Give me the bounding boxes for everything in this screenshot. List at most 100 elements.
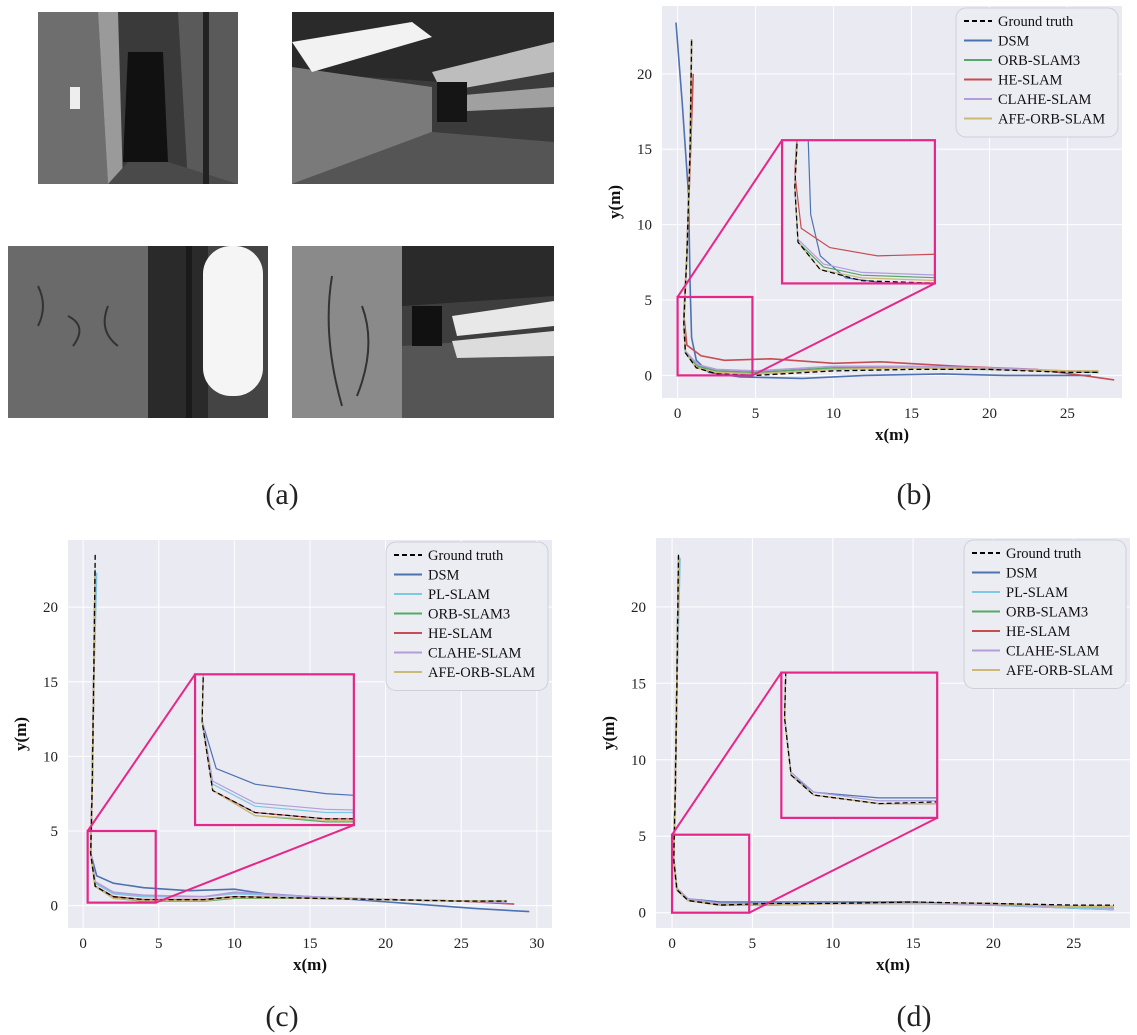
y-tick-label: 5 xyxy=(645,293,653,309)
trajectory-chart-b: 0 5 10 15 20 25 0 5 10 15 20 x(m) y(m) Ground truth DS… xyxy=(605,6,1122,444)
panel-label-b: (b) xyxy=(896,478,932,511)
x-tick-label: 15 xyxy=(303,936,318,952)
y-tick-label: 5 xyxy=(51,824,59,840)
inset-line-ground-truth xyxy=(201,674,354,820)
legend-label: ORB-SLAM3 xyxy=(428,607,510,623)
y-tick-label: 20 xyxy=(637,67,652,83)
inset-line-he-slam xyxy=(794,140,935,257)
x-tick-label: 20 xyxy=(982,406,997,422)
zoom-inset-background xyxy=(781,672,938,818)
zoom-connector xyxy=(748,816,938,914)
y-tick-label: 15 xyxy=(637,142,652,158)
inset-line-orb-slam3 xyxy=(201,674,354,823)
legend-label: ORB-SLAM3 xyxy=(998,53,1080,69)
x-tick-label: 0 xyxy=(674,406,682,422)
inset-line-orb-slam3 xyxy=(794,140,935,279)
legend-label: AFE-ORB-SLAM xyxy=(428,665,535,681)
x-tick-label: 25 xyxy=(454,936,469,952)
zoom-inset-background xyxy=(195,674,354,826)
legend-label: CLAHE-SLAM xyxy=(428,646,522,662)
legend-label: DSM xyxy=(998,34,1030,50)
legend-label: PL-SLAM xyxy=(1006,585,1068,601)
y-tick-label: 10 xyxy=(637,218,652,234)
legend-label: Ground truth xyxy=(998,14,1074,30)
legend-box xyxy=(385,541,549,691)
legend-label: Ground truth xyxy=(1006,546,1082,562)
x-tick-label: 15 xyxy=(906,936,921,952)
y-axis-label: y(m) xyxy=(599,716,618,750)
x-tick-label: 5 xyxy=(752,406,760,422)
y-tick-label: 20 xyxy=(631,600,646,616)
zoom-inset xyxy=(794,140,935,284)
corridor-photo-1 xyxy=(38,12,238,184)
y-tick-label: 15 xyxy=(43,675,58,691)
x-tick-label: 10 xyxy=(825,936,840,952)
zoom-connector xyxy=(671,672,783,836)
legend-label: DSM xyxy=(428,568,460,584)
legend-label: ORB-SLAM3 xyxy=(1006,605,1088,621)
zoom-connector xyxy=(155,824,355,904)
x-tick-label: 5 xyxy=(155,936,163,952)
corridor-photo-4 xyxy=(292,246,554,418)
y-tick-label: 10 xyxy=(43,749,58,765)
y-tick-label: 5 xyxy=(639,829,647,845)
x-tick-label: 20 xyxy=(986,936,1001,952)
y-tick-label: 0 xyxy=(51,899,59,915)
x-tick-label: 25 xyxy=(1066,936,1081,952)
x-tick-label: 0 xyxy=(79,936,87,952)
inset-line-clahe-slam xyxy=(201,674,354,811)
legend-label: HE-SLAM xyxy=(998,73,1063,89)
y-tick-label: 20 xyxy=(43,600,58,616)
legend-label: AFE-ORB-SLAM xyxy=(998,112,1105,128)
x-tick-label: 10 xyxy=(826,406,841,422)
trajectory-chart-d: 0 5 10 15 20 25 0 5 10 15 20 x(m) y(m) Ground truth DS… xyxy=(599,538,1130,974)
legend-box xyxy=(955,7,1119,138)
legend-box xyxy=(963,539,1127,689)
inset-line-clahe-slam xyxy=(783,672,938,802)
zoom-target-box xyxy=(780,139,936,285)
panel-label-d: (d) xyxy=(896,1000,932,1033)
zoom-inset-background xyxy=(782,140,935,284)
series-line-ground-truth xyxy=(683,40,1099,377)
zoom-connector xyxy=(751,282,936,377)
legend-label: AFE-ORB-SLAM xyxy=(1006,663,1113,679)
inset-line-dsm xyxy=(783,672,938,799)
y-tick-label: 10 xyxy=(631,753,646,769)
zoom-inset xyxy=(783,672,938,805)
legend-label: HE-SLAM xyxy=(428,626,493,642)
legend-label: HE-SLAM xyxy=(1006,624,1071,640)
x-tick-label: 15 xyxy=(904,406,919,422)
zoom-source-box xyxy=(670,833,751,914)
series-line-ground-truth xyxy=(673,554,1114,906)
inset-line-afe-orb-slam xyxy=(201,674,354,821)
x-axis-label: x(m) xyxy=(293,955,327,974)
inset-line-afe-orb-slam xyxy=(794,140,935,282)
zoom-source-box xyxy=(86,829,157,904)
x-tick-label: 20 xyxy=(378,936,393,952)
x-axis-label: x(m) xyxy=(875,425,909,444)
y-axis-label: y(m) xyxy=(605,185,624,219)
inset-line-ground-truth xyxy=(783,672,938,805)
series-line-ground-truth xyxy=(90,554,507,902)
y-tick-label: 0 xyxy=(645,368,653,384)
legend-label: CLAHE-SLAM xyxy=(1006,644,1100,660)
zoom-connector xyxy=(86,673,196,832)
trajectory-chart-c: 0 5 10 15 20 25 30 0 5 10 15 20 x(m) y(m) Ground truth… xyxy=(11,540,552,974)
panel-label-a: (a) xyxy=(265,478,299,511)
legend-label: CLAHE-SLAM xyxy=(998,92,1092,108)
x-tick-label: 0 xyxy=(668,936,676,952)
x-tick-label: 25 xyxy=(1060,406,1075,422)
inset-line-clahe-slam xyxy=(794,140,935,276)
legend-label: PL-SLAM xyxy=(428,587,490,603)
zoom-target-box xyxy=(193,673,355,827)
corridor-photo-3 xyxy=(8,246,268,418)
legend-label: Ground truth xyxy=(428,548,504,564)
zoom-source-box xyxy=(676,295,754,377)
zoom-inset xyxy=(201,674,354,823)
corridor-photo-2 xyxy=(292,12,554,184)
inset-line-pl-slam xyxy=(201,674,354,814)
x-tick-label: 30 xyxy=(529,936,544,952)
zoom-connector xyxy=(676,139,783,298)
zoom-target-box xyxy=(780,671,939,819)
y-tick-label: 15 xyxy=(631,676,646,692)
